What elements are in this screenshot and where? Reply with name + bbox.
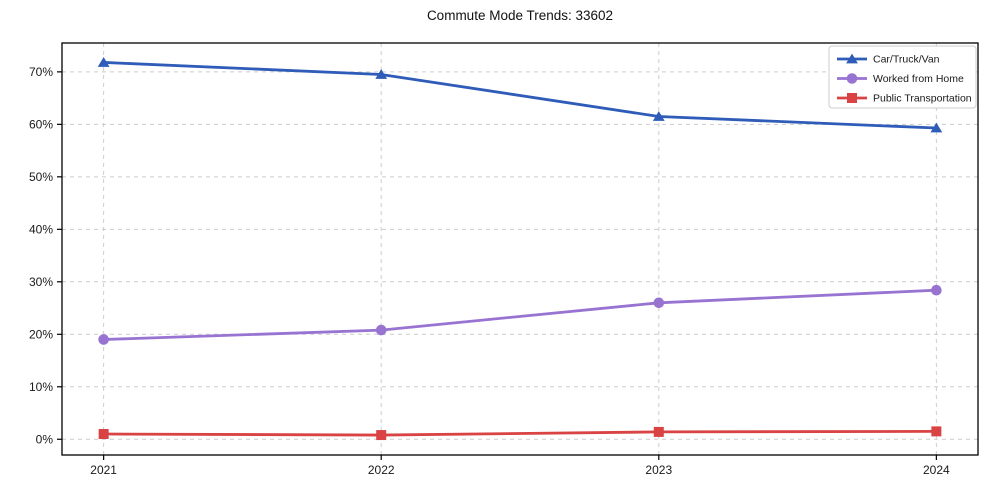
point-car-truck-van-2024 [930,122,943,133]
legend-triangle-up-icon [846,53,858,64]
legend-square-icon [847,93,857,103]
point-worked-from-home-2021 [98,334,109,345]
point-worked-from-home-2024 [931,284,942,296]
y-tick-label: 70% [29,65,53,79]
y-tick-label: 0% [36,432,54,446]
chart-title: Commute Mode Trends: 33602 [426,8,614,23]
point-worked-from-home-2023 [653,297,665,309]
y-tick-label: 30% [29,275,53,289]
legend-label-public-transportation: Public Transportation [873,93,972,105]
plot-border [61,42,979,456]
y-tick-label: 40% [29,223,53,237]
y-tick-label: 50% [29,170,53,184]
x-tick-label: 2024 [923,463,950,477]
series-line-public-transportation [103,429,937,437]
point-public-transportation-2024 [931,426,942,437]
y-tick-label: 60% [29,118,53,132]
point-car-truck-van-2021 [97,57,110,67]
x-tick-label: 2022 [368,463,395,477]
x-tick-label: 2021 [90,463,117,477]
point-car-truck-van-2022 [375,69,388,79]
legend-label-car-truck-van: Car/Truck/Van [873,54,940,66]
y-tick-label: 20% [29,327,53,341]
legend-label-worked-from-home: Worked from Home [873,73,964,85]
point-car-truck-van-2023 [652,111,665,121]
y-tick-label: 10% [29,380,53,394]
legend-box [828,45,977,109]
point-public-transportation-2023 [653,426,664,437]
legend-circle-icon [846,73,858,84]
series-line-worked-from-home [103,288,937,341]
series-line-car-truck-van [103,61,937,130]
point-public-transportation-2021 [98,429,109,440]
x-tick-label: 2023 [645,463,672,477]
point-worked-from-home-2022 [375,324,387,336]
point-public-transportation-2022 [376,430,387,441]
